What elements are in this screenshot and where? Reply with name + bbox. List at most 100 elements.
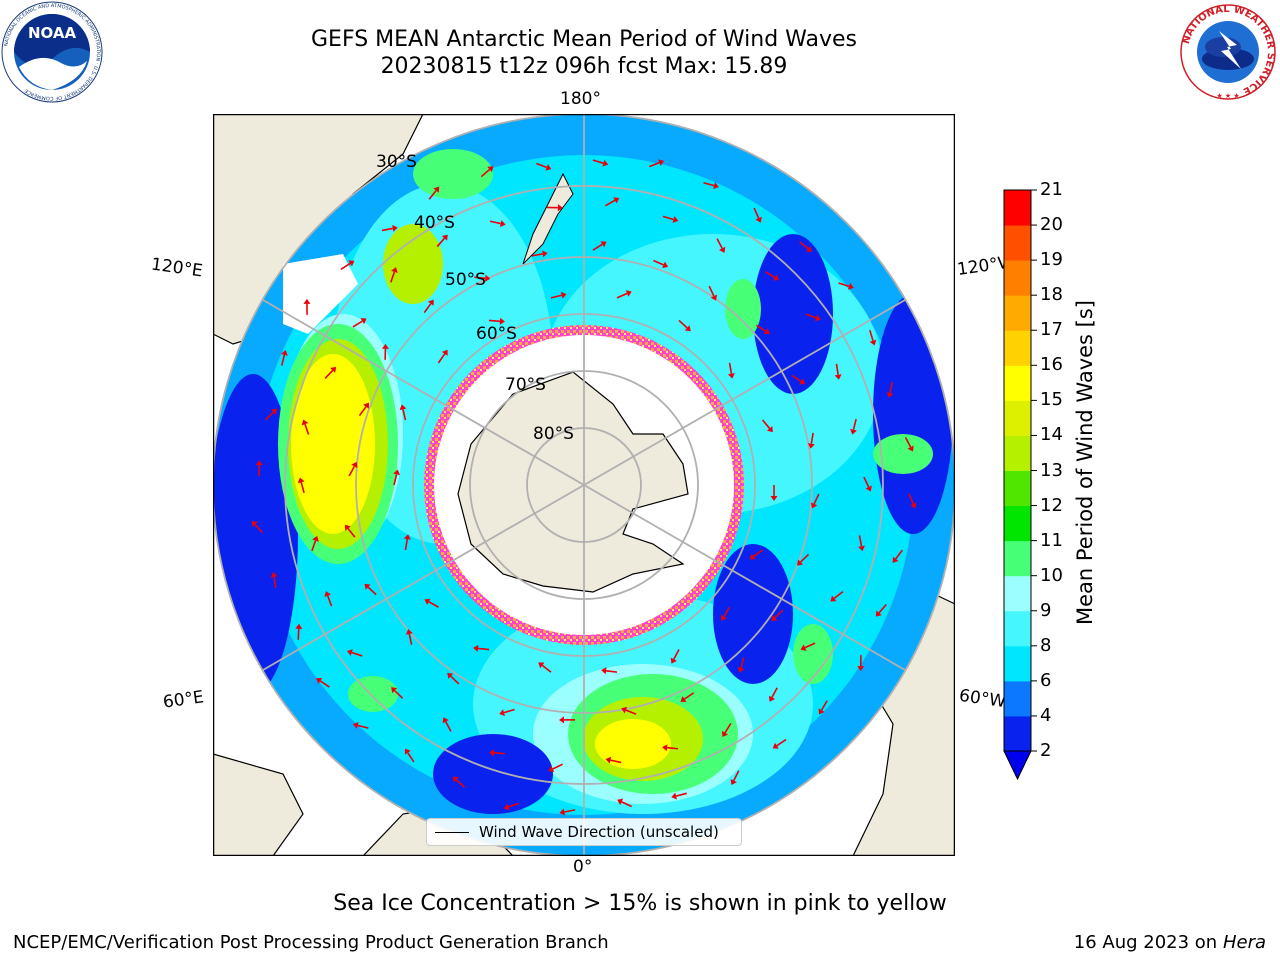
wave-direction-arrow	[869, 330, 874, 342]
colorbar-tick-label: 9	[1040, 599, 1052, 621]
wave-direction-arrow	[265, 411, 275, 421]
wave-direction-arrowhead	[559, 808, 565, 816]
wave-direction-arrow	[347, 528, 356, 538]
legend-line-swatch	[435, 831, 469, 833]
wave-direction-arrow	[423, 303, 432, 314]
lat-label-30s: 30°S	[376, 152, 417, 172]
lon-label-60e: 60°E	[161, 687, 206, 713]
wave-direction-arrowhead	[548, 765, 555, 773]
wave-direction-arrow	[800, 553, 810, 563]
wave-direction-arrowhead	[672, 216, 679, 223]
wave-direction-arrow	[724, 723, 732, 734]
wave-direction-arrow	[541, 664, 552, 673]
wave-direction-arrow	[755, 324, 767, 332]
wind-wave-arrows	[251, 159, 917, 816]
footer-machine: Hera	[1222, 932, 1266, 953]
colorbar: 2 4 6 8 9 10 11 12 13 14 15 16 17 18 19 20 21	[990, 179, 1110, 790]
wave-direction-arrowhead	[433, 186, 440, 193]
wave-direction-arrow	[684, 692, 695, 700]
wave-direction-arrowhead	[737, 667, 745, 673]
wave-direction-arrow	[908, 493, 915, 505]
wave-direction-arrow	[477, 647, 490, 651]
wave-direction-arrow	[592, 159, 604, 164]
wave-direction-arrow	[357, 724, 369, 729]
wave-direction-arrowhead	[393, 469, 400, 476]
wave-direction-arrowhead	[545, 164, 552, 171]
wave-direction-arrowhead	[442, 717, 449, 724]
colorbar-swatch	[1004, 645, 1031, 682]
wave-direction-arrowhead	[886, 392, 894, 398]
wave-direction-arrow	[621, 801, 633, 808]
wave-direction-arrow	[488, 319, 501, 323]
wave-direction-arrow	[673, 649, 680, 660]
wave-direction-arrow	[340, 262, 351, 271]
wave-direction-arrow	[764, 271, 776, 279]
colorbar-swatch	[1004, 435, 1031, 471]
wave-direction-arrow	[616, 292, 628, 299]
wave-direction-arrow	[550, 294, 562, 299]
colorbar-swatch	[1004, 610, 1031, 647]
colorbar-swatch	[1004, 330, 1031, 366]
wave-direction-arrowhead	[671, 792, 677, 800]
wave-direction-arrow	[358, 406, 367, 417]
lat-label-60s: 60°S	[476, 324, 517, 344]
wave-direction-arrowhead	[720, 614, 727, 621]
wave-direction-arrow	[878, 603, 887, 614]
wave-direction-arrowhead	[391, 267, 398, 274]
wave-direction-arrow	[648, 161, 660, 168]
noaa-logo: NOAA NATIONAL OCEANIC AND ATMOSPHERIC AD…	[1, 1, 103, 103]
colorbar-tick-label: 19	[1040, 249, 1063, 271]
colorbar-tick-label: 10	[1040, 564, 1063, 586]
wave-direction-arrowhead	[680, 696, 687, 702]
wave-direction-arrowhead	[602, 159, 609, 167]
wave-direction-arrow	[393, 474, 398, 486]
wave-direction-arrowhead	[538, 662, 545, 669]
footer-date-text: 16 Aug 2023 on	[1073, 932, 1218, 953]
wave-direction-arrow	[858, 535, 863, 547]
wave-direction-arrowhead	[391, 687, 398, 694]
wave-direction-arrow	[728, 362, 733, 374]
colorbar-tick-label: 18	[1040, 284, 1063, 306]
wave-direction-arrowhead	[847, 283, 854, 290]
colorbar-tick-label: 16	[1040, 354, 1063, 376]
wave-direction-arrowhead	[295, 623, 303, 629]
wave-direction-arrowhead	[749, 553, 756, 560]
wave-direction-arrowhead	[625, 290, 632, 297]
colorbar-tick-label: 13	[1040, 459, 1063, 481]
wave-direction-arrowhead	[910, 502, 917, 509]
map-border	[213, 114, 955, 856]
chart-subtitle: 20230815 t12z 096h fcst Max: 15.89	[380, 54, 788, 79]
wave-direction-arrowhead	[810, 502, 818, 509]
wave-direction-arrow	[428, 190, 437, 200]
wave-direction-arrow	[437, 353, 446, 364]
wave-direction-arrowhead	[499, 220, 506, 228]
wave-direction-arrow	[625, 709, 637, 715]
wave-direction-arrowhead	[722, 730, 728, 738]
colorbar-extend-arrow	[1003, 750, 1032, 781]
wave-direction-arrow	[297, 628, 300, 640]
wave-direction-arrow	[300, 482, 305, 494]
wave-direction-arrow	[352, 320, 363, 328]
noaa-wordmark: NOAA	[28, 24, 77, 42]
wave-direction-arrowhead	[297, 477, 305, 484]
wave-direction-arrowhead	[892, 556, 899, 563]
wave-direction-arrow	[863, 476, 870, 488]
colorbar-swatch	[1004, 365, 1031, 401]
wave-direction-arrowhead	[670, 657, 677, 664]
wave-direction-arrow	[716, 238, 723, 249]
wave-direction-arrowhead	[312, 535, 319, 542]
wave-direction-arrow	[564, 809, 576, 813]
wave-direction-arrowhead	[344, 524, 351, 531]
wave-direction-arrow	[367, 586, 377, 596]
wave-direction-arrowhead	[489, 749, 495, 757]
wave-direction-arrow	[428, 601, 439, 608]
wave-direction-arrowhead	[392, 225, 398, 232]
wave-direction-arrowhead	[814, 314, 821, 322]
wave-direction-arrow	[381, 227, 393, 232]
wave-direction-arrowhead	[613, 197, 620, 204]
wave-direction-arrow	[761, 419, 771, 429]
wave-direction-arrowhead	[271, 408, 278, 415]
wave-direction-arrow	[408, 633, 413, 645]
wave-direction-arrowhead	[713, 182, 719, 190]
wave-direction-arrowhead	[772, 274, 780, 281]
